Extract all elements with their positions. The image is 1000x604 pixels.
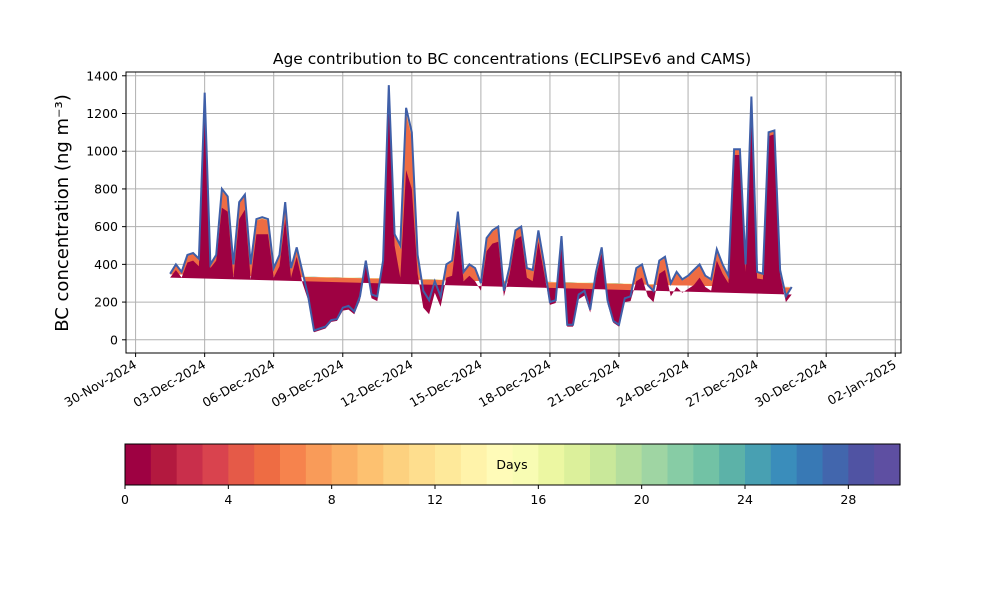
colorbar-swatch bbox=[848, 444, 875, 485]
colorbar-swatch bbox=[176, 444, 204, 485]
colorbar-swatch bbox=[280, 444, 307, 485]
y-tick-label: 1400 bbox=[86, 68, 118, 83]
x-tick-label: 12-Dec-2024 bbox=[338, 357, 416, 410]
colorbar-swatch bbox=[874, 444, 901, 485]
chart-title: Age contribution to BC concentrations (E… bbox=[273, 50, 751, 68]
colorbar-tick-label: 16 bbox=[530, 492, 546, 507]
colorbar-swatch bbox=[745, 444, 772, 485]
x-tick-label: 27-Dec-2024 bbox=[683, 357, 761, 410]
y-tick-label: 1000 bbox=[86, 144, 118, 159]
colorbar-swatch bbox=[590, 444, 617, 485]
colorbar-tick-label: 8 bbox=[328, 492, 336, 507]
x-tick-label: 15-Dec-2024 bbox=[407, 357, 485, 410]
y-tick-label: 200 bbox=[94, 295, 118, 310]
x-tick-label: 02-Jan-2025 bbox=[825, 357, 899, 408]
colorbar-tick-label: 28 bbox=[840, 492, 856, 507]
total-concentration-line bbox=[169, 85, 793, 332]
y-tick-label: 800 bbox=[94, 181, 118, 196]
y-tick-label: 0 bbox=[110, 332, 118, 347]
colorbar-label: Days bbox=[496, 457, 527, 472]
colorbar-swatch bbox=[512, 444, 539, 485]
colorbar-swatch bbox=[357, 444, 384, 485]
colorbar-swatch bbox=[719, 444, 746, 485]
colorbar-tick-label: 4 bbox=[224, 492, 232, 507]
colorbar-swatch bbox=[254, 444, 281, 485]
colorbar-tick-label: 0 bbox=[121, 492, 129, 507]
colorbar-swatch bbox=[383, 444, 410, 485]
x-tick-label: 21-Dec-2024 bbox=[545, 357, 623, 410]
colorbar-tick-label: 12 bbox=[427, 492, 443, 507]
colorbar-swatch bbox=[615, 444, 643, 485]
colorbar-swatch bbox=[150, 444, 178, 485]
colorbar-swatch bbox=[796, 444, 824, 485]
x-tick-label: 09-Dec-2024 bbox=[269, 357, 347, 410]
y-tick-label: 400 bbox=[94, 257, 118, 272]
colorbar-swatch bbox=[486, 444, 514, 485]
x-tick-label: 06-Dec-2024 bbox=[200, 357, 278, 410]
colorbar-swatch bbox=[460, 444, 488, 485]
colorbar-swatch bbox=[435, 444, 462, 485]
colorbar-frame bbox=[124, 443, 901, 486]
y-tick-label: 1200 bbox=[86, 106, 118, 121]
total-concentration-line-path bbox=[169, 85, 793, 332]
colorbar-swatch bbox=[125, 444, 152, 485]
colorbar-swatch bbox=[331, 444, 359, 485]
y-axis-label: BC concentration (ng m⁻³) bbox=[52, 94, 73, 332]
colorbar-swatch bbox=[564, 444, 591, 485]
x-tick-label: 03-Dec-2024 bbox=[131, 357, 209, 410]
colorbar: 0 4 8 12 16 20 24 28 bbox=[121, 443, 901, 507]
colorbar-swatch bbox=[409, 444, 436, 485]
colorbar-swatch bbox=[822, 444, 849, 485]
colorbar-swatch bbox=[667, 444, 694, 485]
colorbar-swatch bbox=[538, 444, 565, 485]
colorbar-swatch bbox=[641, 444, 669, 485]
colorbar-tick-label: 24 bbox=[737, 492, 753, 507]
x-tick-label: 24-Dec-2024 bbox=[614, 357, 692, 410]
x-tick-label: 30-Nov-2024 bbox=[62, 357, 140, 410]
colorbar-swatch bbox=[202, 444, 229, 485]
colorbar-swatch bbox=[305, 444, 333, 485]
plot-frame bbox=[125, 71, 902, 354]
colorbar-swatch bbox=[693, 444, 720, 485]
colorbar-swatch bbox=[228, 444, 255, 485]
x-tick-label: 30-Dec-2024 bbox=[752, 357, 830, 410]
x-tick-label: 18-Dec-2024 bbox=[476, 357, 554, 410]
x-axis: 30-Nov-202403-Dec-202406-Dec-202409-Dec-… bbox=[62, 353, 899, 410]
y-tick-label: 600 bbox=[94, 219, 118, 234]
colorbar-swatch bbox=[770, 444, 798, 485]
colorbar-tick-label: 20 bbox=[634, 492, 650, 507]
y-axis: 0 200 400 600 800 1000 1200 1400 bbox=[86, 68, 126, 347]
